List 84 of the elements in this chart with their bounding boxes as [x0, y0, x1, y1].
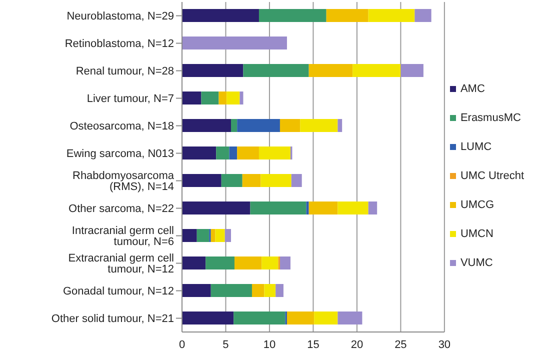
x-tick-label: 20 — [350, 338, 364, 351]
bar — [262, 256, 278, 270]
bar — [182, 256, 206, 270]
bar — [229, 146, 238, 160]
bar — [368, 9, 415, 22]
bar — [196, 229, 210, 242]
bar — [221, 174, 242, 187]
bar — [201, 92, 219, 104]
bar — [352, 64, 401, 77]
bar — [286, 312, 314, 324]
bar — [326, 9, 368, 22]
bar — [182, 229, 197, 242]
y-tick-label: Renal tumour, N=28 — [76, 66, 174, 78]
bar — [224, 229, 231, 242]
bar — [182, 36, 287, 50]
y-tick-label: Other sarcoma, N=22 — [68, 203, 174, 216]
bar — [182, 312, 234, 324]
legend-label: LUMC — [460, 140, 492, 152]
bar — [230, 119, 238, 132]
bar — [182, 284, 211, 297]
legend-label: UMCG — [460, 198, 494, 210]
bar — [338, 202, 368, 214]
legend-label: UMC Utrecht — [460, 170, 524, 182]
legend-label: AMC — [460, 82, 485, 94]
y-tick-label: Other solid tumour, N=21 — [51, 313, 174, 326]
bar — [218, 92, 227, 104]
bar — [306, 202, 309, 214]
bar — [182, 64, 244, 77]
y-tick-label: Intracranial germ cell tumour, N=6 — [72, 225, 174, 248]
bar — [182, 174, 222, 187]
bar — [226, 92, 240, 104]
legend-label: ErasmusMC — [460, 112, 521, 124]
bar — [414, 9, 432, 22]
bar — [206, 256, 234, 270]
bar — [234, 256, 262, 270]
bar — [182, 202, 250, 214]
bar — [280, 256, 290, 270]
bar — [240, 92, 244, 104]
bar — [308, 64, 353, 77]
y-tick-label: Retinoblastoma, N=12 — [64, 38, 174, 50]
y-tick-label: Ewing sarcoma, N013 — [66, 148, 174, 160]
x-tick-label: 0 — [178, 338, 186, 351]
bar — [237, 119, 280, 132]
x-tick-label: 30 — [438, 338, 451, 351]
bar — [182, 119, 231, 132]
bar — [400, 64, 424, 77]
y-tick-label: Gonadal tumour, N=12 — [63, 286, 174, 298]
bar — [338, 119, 342, 132]
x-tick-label: 15 — [307, 338, 320, 351]
y-tick-label: Neuroblastoma, N=29 — [66, 10, 174, 23]
bar — [314, 312, 338, 324]
bar — [210, 284, 252, 297]
bar — [276, 284, 284, 297]
bar — [210, 229, 216, 242]
bar — [280, 119, 300, 132]
y-tick-label: Extracranial germ cell tumour, N=12 — [68, 252, 174, 276]
bar — [250, 202, 306, 214]
bar — [264, 284, 276, 297]
x-tick-label: 10 — [263, 338, 276, 351]
bar — [182, 9, 259, 22]
y-tick-label: Liver tumour, N=7 — [86, 93, 174, 106]
bar — [234, 312, 286, 324]
bar — [182, 92, 202, 104]
y-tick-label: Rhabdomyosarcoma (RMS), N=14 — [72, 170, 175, 194]
bar — [258, 9, 326, 22]
bar — [242, 174, 261, 187]
bar — [300, 119, 338, 132]
bar — [308, 202, 338, 214]
bar — [260, 174, 292, 187]
bar — [215, 229, 225, 242]
y-tick-label: Osteosarcoma, N=18 — [70, 120, 174, 133]
bar — [216, 146, 230, 160]
legend-label: VUMC — [460, 256, 493, 268]
bar — [182, 146, 216, 160]
bar — [252, 284, 264, 297]
bar — [243, 64, 309, 77]
bar — [237, 146, 259, 160]
legend-label: UMCN — [460, 228, 494, 240]
bar — [368, 202, 378, 214]
x-tick-label: 5 — [222, 338, 229, 351]
bar — [338, 312, 362, 324]
bar — [258, 146, 290, 160]
bar — [291, 174, 302, 187]
x-tick-label: 25 — [394, 338, 407, 351]
